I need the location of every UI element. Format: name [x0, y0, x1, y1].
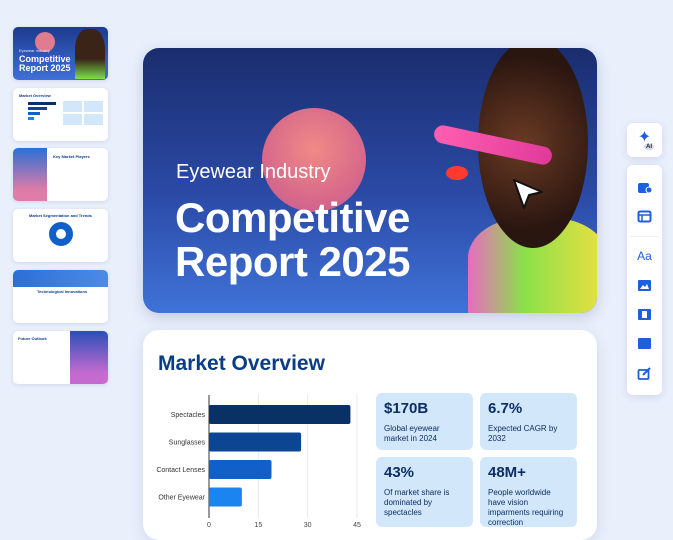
- ai-badge: AI: [644, 144, 654, 150]
- stat-desc: People worldwide have vision imparments …: [488, 488, 564, 527]
- x-tick-label: 15: [254, 522, 262, 529]
- toolbar-divider: [630, 236, 659, 237]
- thumb-title: Market Overview: [19, 93, 51, 98]
- stat-value: 43%: [384, 464, 415, 481]
- hero-subtitle: Eyewear Industry: [176, 161, 331, 183]
- slide-thumbnail-3[interactable]: Key Market Players: [13, 148, 108, 201]
- thumb-title: Future Outlook: [18, 336, 47, 341]
- video-icon[interactable]: [637, 308, 652, 321]
- bar-spectacles: [209, 405, 351, 424]
- edit-icon[interactable]: [637, 367, 652, 380]
- thumb-title: Competitive Report 2025: [19, 54, 71, 73]
- thumb-title: Key Market Players: [53, 154, 90, 159]
- stat-value: 6.7%: [488, 400, 523, 417]
- sparkle-icon: ✦: [637, 129, 652, 146]
- stat-card-share: 43% Of market share is dominated by spect…: [376, 457, 473, 527]
- brand-kit-icon[interactable]: [637, 181, 653, 194]
- stat-card-market-size: $170B Global eyewear market in 2024: [376, 393, 473, 450]
- thumb-subtitle: Eyewear Industry: [19, 48, 50, 53]
- layout-icon[interactable]: [637, 210, 652, 223]
- text-icon[interactable]: Aa: [637, 249, 652, 263]
- slide-thumbnail-6[interactable]: Future Outlook: [13, 331, 108, 384]
- stat-card-cagr: 6.7% Expected CAGR by 2032: [480, 393, 577, 450]
- y-category-label: Other Eyewear: [158, 495, 205, 502]
- thumb-title: Market Segmentation and Trends: [29, 213, 92, 218]
- y-category-label: Spectacles: [171, 412, 206, 419]
- market-overview-slide[interactable]: Market Overview 0 15 30 45 Spectacles Sunglas…: [143, 330, 597, 540]
- y-category-label: Sunglasses: [169, 440, 206, 447]
- stat-desc: Expected CAGR by 2032: [488, 424, 558, 443]
- x-tick-label: 45: [353, 522, 361, 529]
- ai-magic-button[interactable]: ✦ AI: [627, 123, 662, 157]
- hero-title-line2: Report 2025: [175, 238, 410, 285]
- bar-contact-lenses: [209, 460, 272, 479]
- stat-value: 48M+: [488, 464, 526, 481]
- market-bar-chart: 0 15 30 45 Spectacles Sunglasses Contact Lense…: [156, 395, 361, 529]
- background-icon[interactable]: [637, 337, 652, 350]
- slide-thumbnail-4[interactable]: Market Segmentation and Trends: [13, 209, 108, 262]
- stat-value: $170B: [384, 400, 429, 417]
- slide-thumbnail-1[interactable]: Eyewear Industry Competitive Report 2025: [13, 27, 108, 80]
- title-slide[interactable]: Eyewear Industry Competitive Report 2025: [143, 48, 597, 313]
- slide-thumbnail-5[interactable]: Technological Innovations: [13, 270, 108, 323]
- hero-title-line1: Competitive: [175, 194, 410, 241]
- y-category-label: Contact Lenses: [156, 467, 205, 474]
- stat-desc: Global eyewear market in 2024: [384, 424, 440, 443]
- x-tick-label: 0: [207, 522, 211, 529]
- overview-title: Market Overview: [158, 352, 325, 375]
- hero-title: Competitive Report 2025: [175, 196, 410, 284]
- slide-thumbnail-2[interactable]: Market Overview: [13, 88, 108, 141]
- thumb-title: Technological Innovations: [37, 289, 88, 294]
- bar-sunglasses: [209, 432, 302, 452]
- bar-other-eyewear: [209, 487, 242, 507]
- sun-graphic: [262, 108, 366, 212]
- editor-toolbar: Aa: [627, 165, 662, 395]
- model-portrait: [428, 48, 597, 313]
- mouse-cursor-icon: [513, 179, 543, 209]
- x-tick-label: 30: [304, 522, 312, 529]
- stat-desc: Of market share is dominated by spectacl…: [384, 488, 450, 517]
- stat-card-vision: 48M+ People worldwide have vision imparme…: [480, 457, 577, 527]
- image-icon[interactable]: [637, 279, 652, 292]
